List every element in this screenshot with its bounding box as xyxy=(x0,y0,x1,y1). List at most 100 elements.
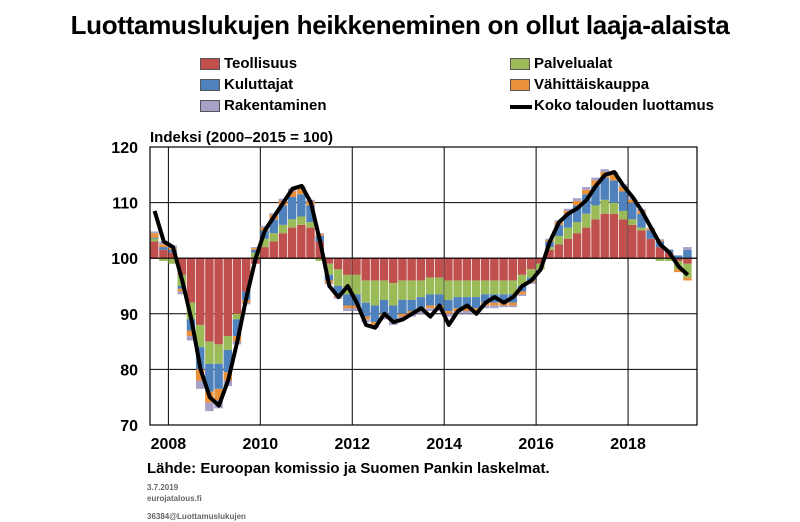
bar-segment-teollisuus xyxy=(462,258,472,281)
bar-segment-teollisuus xyxy=(333,258,343,270)
bar-segment-teollisuus xyxy=(241,258,251,292)
bar-segment-kuluttajat xyxy=(444,299,453,312)
bar-segment-palvelualat xyxy=(434,277,444,295)
legend-swatch-vahittaiskauppa xyxy=(510,79,530,91)
bar-segment-palvelualat xyxy=(664,258,674,261)
bar-segment-kuluttajat xyxy=(251,249,260,253)
bar-segment-kuluttajat xyxy=(425,294,435,306)
bar-segment-teollisuus xyxy=(398,258,407,281)
bar-segment-rakentaminen xyxy=(572,198,582,201)
bar-segment-vhittiskauppa xyxy=(683,277,692,281)
bar-segment-kuluttajat xyxy=(462,297,472,309)
bar-segment-teollisuus xyxy=(416,258,426,281)
bar-segment-palvelualat xyxy=(407,280,416,300)
bar-segment-teollisuus xyxy=(205,258,214,342)
bar-segment-kuluttajat xyxy=(370,305,380,323)
bar-segment-vhittiskauppa xyxy=(517,291,527,295)
bar-segment-palvelualat xyxy=(683,263,692,278)
y-tick-label: 80 xyxy=(120,362,138,379)
legend-label: Teollisuus xyxy=(224,55,298,72)
bar-segment-vhittiskauppa xyxy=(398,313,407,317)
bar-segment-kuluttajat xyxy=(407,299,416,312)
bar-segment-kuluttajat xyxy=(223,349,233,373)
bar-segment-teollisuus xyxy=(278,233,288,259)
bar-segment-teollisuus xyxy=(389,258,398,284)
bar-segment-palvelualat xyxy=(526,269,536,278)
y-tick-label: 120 xyxy=(111,140,138,157)
bar-segment-rakentaminen xyxy=(600,169,609,173)
bar-segment-palvelualat xyxy=(205,341,214,364)
bar-segment-kuluttajat xyxy=(361,302,370,317)
bar-segment-palvelualat xyxy=(168,258,177,264)
bar-segment-palvelualat xyxy=(333,269,343,286)
bar-segment-kuluttajat xyxy=(453,297,462,309)
bar-segment-rakentaminen xyxy=(462,311,472,314)
bar-segment-teollisuus xyxy=(269,241,278,259)
bar-segment-teollisuus xyxy=(453,258,462,281)
bar-segment-palvelualat xyxy=(416,280,426,298)
bar-segment-kuluttajat xyxy=(150,237,159,239)
bar-segment-rakentaminen xyxy=(563,208,573,211)
bar-segment-palvelualat xyxy=(352,274,361,295)
legend-label: Rakentaminen xyxy=(224,97,327,114)
bar-segment-teollisuus xyxy=(508,258,517,281)
x-tick-label: 2014 xyxy=(426,436,462,453)
bar-segment-vhittiskauppa xyxy=(471,308,481,312)
bar-segment-palvelualat xyxy=(269,233,278,242)
bar-segment-kuluttajat xyxy=(205,363,214,392)
y-tick-label: 90 xyxy=(120,307,138,324)
bar-segment-kuluttajat xyxy=(214,363,223,389)
bar-segment-teollisuus xyxy=(674,258,683,261)
bar-segment-vhittiskauppa xyxy=(490,302,499,306)
bar-segment-kuluttajat xyxy=(480,294,490,303)
bar-segment-vhittiskauppa xyxy=(361,316,370,320)
bar-segment-palvelualat xyxy=(618,210,628,220)
bar-segment-teollisuus xyxy=(637,230,646,259)
bar-segment-kuluttajat xyxy=(471,297,481,309)
bar-segment-rakentaminen xyxy=(195,380,205,389)
bar-segment-kuluttajat xyxy=(287,197,297,220)
bar-segment-rakentaminen xyxy=(499,305,508,308)
legend-swatch-rakentaminen xyxy=(200,100,220,112)
bar-segment-palvelualat xyxy=(260,238,269,248)
bar-segment-teollisuus xyxy=(628,224,637,259)
x-tick-label: 2018 xyxy=(610,436,646,453)
bar-segment-kuluttajat xyxy=(269,219,278,234)
bar-segment-palvelualat xyxy=(159,258,168,261)
bar-segment-teollisuus xyxy=(186,258,196,303)
bar-segment-rakentaminen xyxy=(582,187,591,190)
bar-segment-teollisuus xyxy=(655,247,665,259)
bar-segment-kuluttajat xyxy=(278,205,288,225)
legend-label: Palvelualat xyxy=(534,55,613,72)
legend-label: Kuluttajat xyxy=(224,76,294,93)
bar-segment-teollisuus xyxy=(214,258,223,345)
bar-segment-rakentaminen xyxy=(205,402,214,412)
bar-segment-teollisuus xyxy=(361,258,370,281)
bar-segment-palvelualat xyxy=(361,280,370,303)
bar-segment-palvelualat xyxy=(480,280,490,295)
bar-segment-vhittiskauppa xyxy=(444,311,453,314)
bar-segment-palvelualat xyxy=(389,283,398,306)
bar-segment-vhittiskauppa xyxy=(674,269,683,273)
bar-segment-kuluttajat xyxy=(297,194,306,217)
bar-segment-kuluttajat xyxy=(618,191,628,211)
bar-segment-vhittiskauppa xyxy=(214,388,223,400)
bar-segment-teollisuus xyxy=(425,258,435,278)
bar-segment-palvelualat xyxy=(398,280,407,300)
bar-segment-palvelualat xyxy=(554,235,563,245)
bar-segment-teollisuus xyxy=(646,238,655,259)
plot-frame xyxy=(149,146,698,426)
bar-segment-rakentaminen xyxy=(683,247,692,250)
bar-segment-vhittiskauppa xyxy=(177,288,187,292)
bar-segment-vhittiskauppa xyxy=(159,244,168,248)
bar-segment-vhittiskauppa xyxy=(462,308,472,312)
bar-segment-palvelualat xyxy=(591,205,600,220)
bar-segment-teollisuus xyxy=(499,258,508,281)
bar-segment-kuluttajat xyxy=(379,299,389,314)
bar-segment-vhittiskauppa xyxy=(150,233,159,238)
x-tick-label: 2016 xyxy=(518,436,554,453)
y-tick-label: 100 xyxy=(111,251,138,268)
bar-segment-palvelualat xyxy=(471,280,481,298)
bar-segment-teollisuus xyxy=(618,219,628,259)
bar-segment-palvelualat xyxy=(444,280,453,300)
